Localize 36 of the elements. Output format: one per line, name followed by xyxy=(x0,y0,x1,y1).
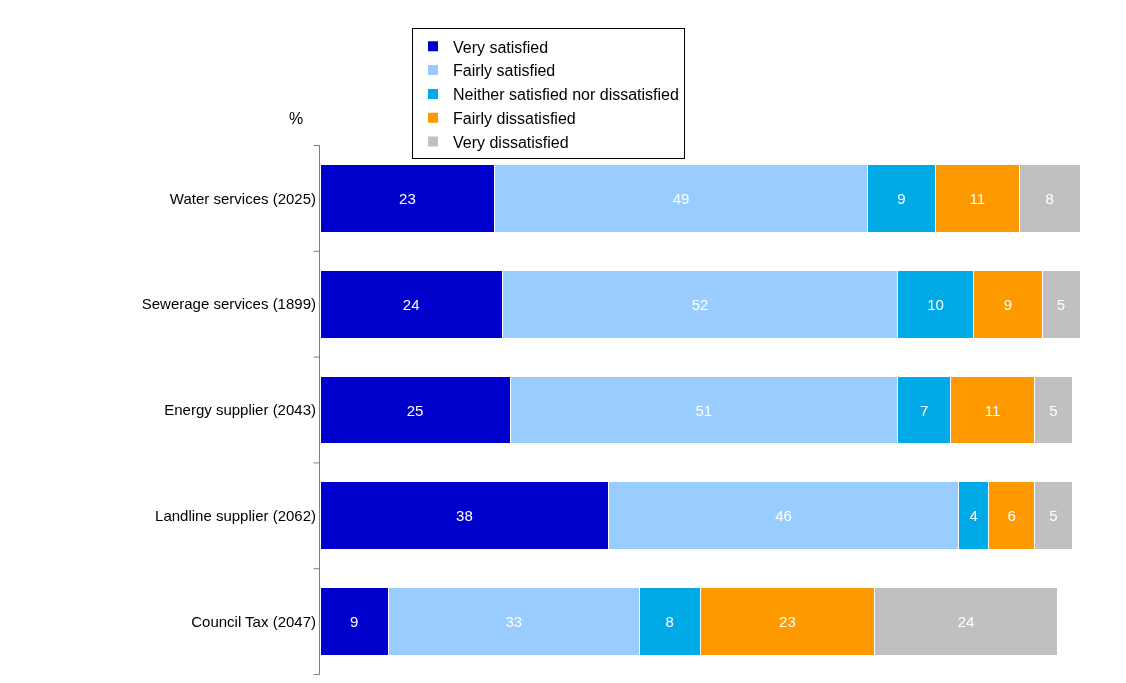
legend-label: Fairly satisfied xyxy=(453,62,556,80)
legend-label: Fairly dissatisfied xyxy=(453,109,576,127)
y-axis-title: % xyxy=(289,110,304,127)
data-label: 9 xyxy=(897,189,906,207)
legend-label: Very dissatisfied xyxy=(453,133,569,151)
y-tick-label: Energy supplier (2043) xyxy=(164,401,316,419)
data-label: 4 xyxy=(969,507,978,525)
data-label: 24 xyxy=(402,295,420,313)
data-label: 33 xyxy=(505,613,523,631)
data-label: 6 xyxy=(1007,507,1016,525)
data-label: 7 xyxy=(920,401,929,419)
legend-label: Very satisfied xyxy=(453,38,549,56)
data-label: 11 xyxy=(984,401,1001,419)
data-label: 51 xyxy=(695,401,713,419)
data-label: 24 xyxy=(957,613,975,631)
data-label: 46 xyxy=(775,507,792,525)
data-label: 9 xyxy=(1003,295,1012,313)
data-label: 38 xyxy=(456,507,473,525)
data-label: 23 xyxy=(399,189,416,207)
data-label: 10 xyxy=(927,295,944,313)
y-tick-label: Landline supplier (2062) xyxy=(155,507,316,525)
data-label: 23 xyxy=(779,613,796,631)
data-label: 9 xyxy=(350,613,359,631)
y-tick-label: Council Tax (2047) xyxy=(191,612,316,630)
y-tick-label: Sewerage services (1899) xyxy=(141,295,316,313)
data-label: 49 xyxy=(672,189,690,207)
data-label: 8 xyxy=(1045,189,1054,207)
data-label: 25 xyxy=(406,401,424,419)
data-label: 5 xyxy=(1049,507,1058,525)
data-label: 5 xyxy=(1049,401,1058,419)
legend-label: Neither satisfied nor dissatisfied xyxy=(453,86,679,104)
y-tick-label: Water services (2025) xyxy=(169,189,316,207)
data-label: 11 xyxy=(969,189,986,207)
data-label: 8 xyxy=(665,613,674,631)
data-label: 52 xyxy=(691,295,709,313)
data-label: 5 xyxy=(1056,295,1066,313)
